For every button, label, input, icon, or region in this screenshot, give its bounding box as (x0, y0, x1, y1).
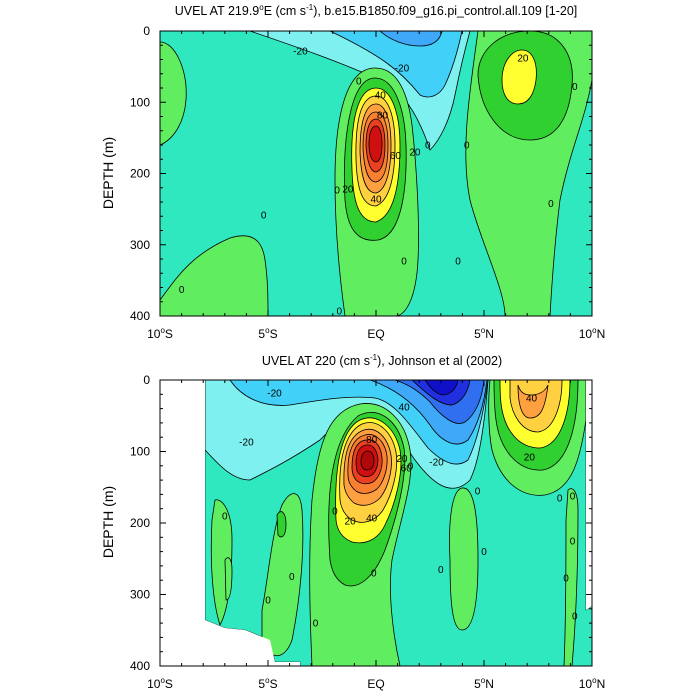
bottom-contour-label: 0 (332, 506, 338, 517)
bottom-neg-core (424, 380, 459, 396)
top-deep-south-band (160, 235, 269, 316)
top-contour-label: 0 (336, 307, 342, 318)
bottom-missing-data-right (586, 380, 592, 610)
top-contour-label: 0 (261, 210, 267, 221)
bottom-contour-label: 0 (570, 536, 576, 547)
top-necc-core (501, 49, 537, 105)
bottom-title: UVEL AT 220 (cm s-1), Johnson et al (200… (262, 353, 502, 368)
top-contour-fill (160, 31, 592, 316)
top-xtick-label: 5oS (258, 326, 277, 341)
bottom-contour-label: 0 (572, 611, 578, 622)
bottom-contour-label: 60 (401, 463, 413, 474)
top-ytick-label: 300 (130, 238, 150, 252)
bottom-contour-label: 0 (313, 619, 319, 630)
top-ytick-label: 200 (130, 167, 150, 181)
top-ytick-label: 400 (130, 309, 150, 323)
bottom-contour-label: 20 (345, 516, 357, 527)
bottom-contour-label: 20 (396, 454, 408, 465)
top-neg-band-3 (379, 31, 443, 47)
top-contour-label: 0 (548, 199, 554, 210)
bottom-contour-label: 80 (366, 435, 378, 446)
top-contour-label: 40 (370, 195, 382, 206)
top-xtick-label: EQ (367, 327, 384, 341)
top-contour-label: 0 (401, 257, 407, 268)
bottom-ytick-label: 300 (130, 588, 150, 602)
bottom-ytick-label: 200 (130, 516, 150, 530)
bottom-contour-label: 0 (265, 596, 271, 607)
top-panel: UVEL AT 219.9oE (cm s-1), b.e15.B1850.f0… (100, 3, 605, 341)
bottom-contour-label: -20 (429, 458, 444, 469)
top-contour-label: 0 (334, 185, 340, 196)
bottom-necc-core (517, 384, 549, 419)
bottom-strip-6 (224, 557, 233, 601)
top-contour-label: 20 (409, 148, 421, 159)
bottom-contour-label: 0 (371, 569, 377, 580)
top-contour-label: 0 (572, 82, 578, 93)
top-contour-label: 0 (356, 76, 362, 87)
bottom-contour-label: 0 (475, 486, 481, 497)
bottom-strip-2 (261, 493, 304, 657)
bottom-xtick-label: 5oN (474, 676, 494, 691)
bottom-euc-core (360, 450, 375, 471)
top-neg-band-2 (329, 31, 463, 98)
bottom-contour-label: 0 (408, 461, 414, 472)
top-south-band (160, 41, 187, 146)
bottom-strip-4 (449, 487, 479, 631)
top-xtick-label: 10oN (579, 326, 605, 341)
top-contour-label: 0 (425, 141, 431, 152)
bottom-contour-label: -20 (239, 438, 254, 449)
top-contour-label: 40 (375, 91, 387, 102)
top-ylabel: DEPTH (m) (100, 137, 116, 209)
bottom-xtick-label: 10oN (579, 676, 605, 691)
bottom-strip-5 (563, 488, 579, 666)
bottom-ytick-label: 0 (143, 373, 150, 387)
top-title: UVEL AT 219.9oE (cm s-1), b.e15.B1850.f0… (175, 3, 578, 18)
top-contour-label: 0 (464, 141, 470, 152)
bottom-ylabel: DEPTH (m) (100, 486, 116, 558)
bottom-contour-label: 0 (557, 493, 563, 504)
bottom-contour-fill (204, 380, 592, 666)
top-xtick-label: 10oS (147, 326, 173, 341)
top-contour-label: -20 (293, 46, 308, 57)
bottom-xtick-label: 10oS (147, 676, 173, 691)
bottom-missing-data-left (160, 380, 300, 666)
top-ytick-label: 0 (143, 24, 150, 38)
top-ytick-label: 100 (130, 95, 150, 109)
bottom-contour-label: 0 (481, 547, 487, 558)
bottom-contour-label: 20 (524, 453, 536, 464)
bottom-contour-label: 40 (399, 403, 411, 414)
top-euc-core (368, 125, 383, 163)
bottom-contour-label: 0 (570, 491, 576, 502)
bottom-ytick-label: 100 (130, 445, 150, 459)
bottom-panel: UVEL AT 220 (cm s-1), Johnson et al (200… (100, 353, 605, 691)
bottom-contour-label: 40 (366, 513, 378, 524)
top-xtick-label: 5oN (474, 326, 494, 341)
top-contour-label: 20 (342, 185, 354, 196)
top-contour-label: 60 (390, 151, 402, 162)
bottom-contour-label: -20 (267, 388, 282, 399)
bottom-contour-label: 0 (222, 511, 228, 522)
top-contour-label: 20 (517, 54, 529, 65)
bottom-xtick-label: 5oS (258, 676, 277, 691)
bottom-ytick-label: 400 (130, 659, 150, 673)
bottom-strip-3 (276, 511, 287, 538)
top-contour-label: -20 (395, 64, 410, 75)
bottom-contour-label: 40 (526, 393, 538, 404)
bottom-contour-label: 0 (289, 572, 295, 583)
bottom-xtick-label: EQ (367, 677, 384, 691)
top-contour-label: 0 (179, 285, 185, 296)
top-contour-label: 0 (455, 257, 461, 268)
top-contour-label: 80 (377, 111, 389, 122)
bottom-contour-label: 0 (563, 574, 569, 585)
bottom-contour-label: 0 (438, 565, 444, 576)
